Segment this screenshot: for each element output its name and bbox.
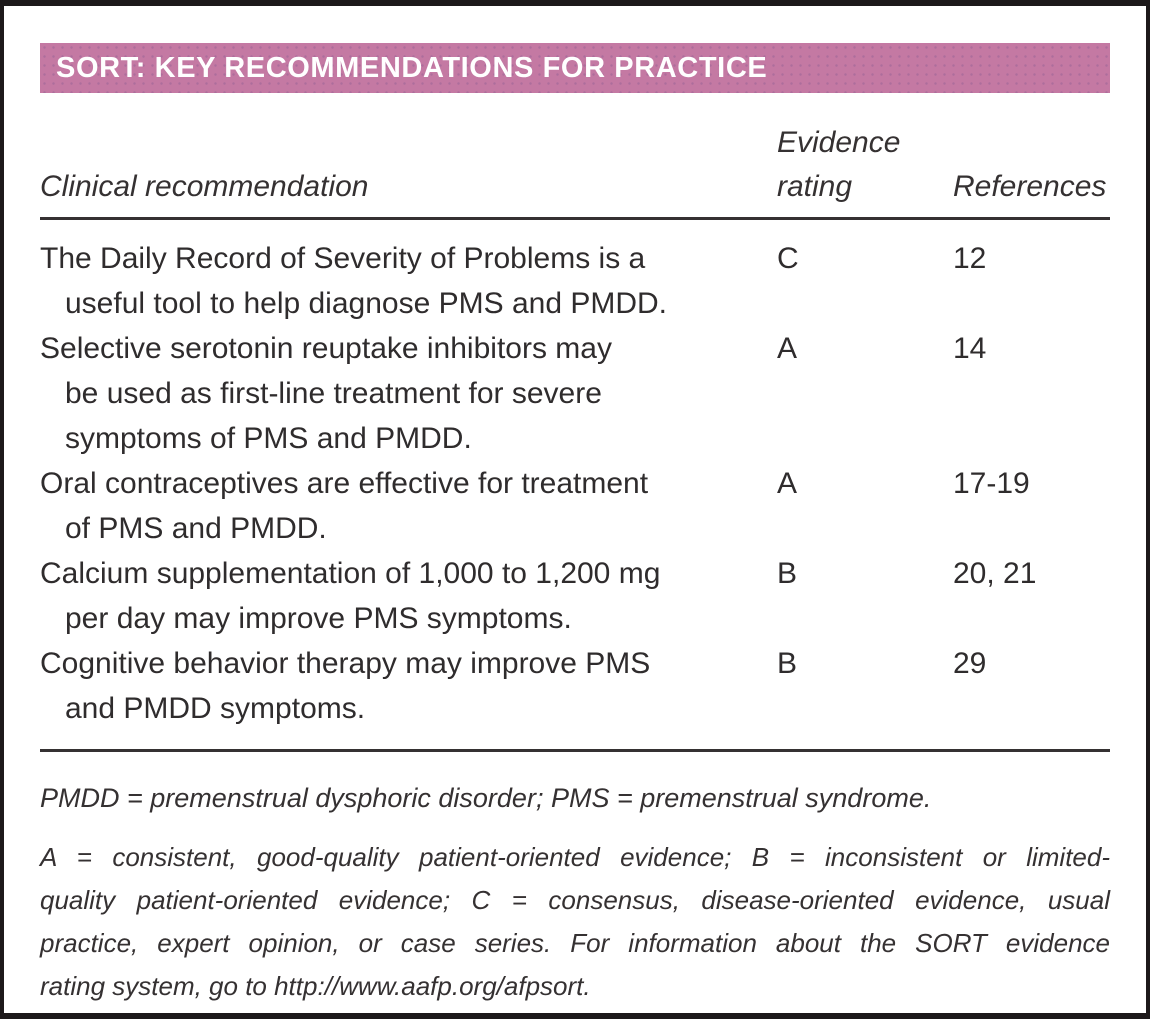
references-value: 20, 21 bbox=[953, 557, 1037, 590]
footnote-line: quality patient-oriented evidence; C = c… bbox=[40, 885, 1110, 915]
evidence-rating-value: A bbox=[777, 467, 798, 500]
references-value: 12 bbox=[953, 242, 987, 275]
column-header-evidence-rating: Evidence rating bbox=[777, 126, 901, 203]
column-header-clinical-recommendation: Clinical recommendation bbox=[40, 170, 369, 203]
recommendation-text: Calcium supplementation of 1,000 to 1,20… bbox=[40, 557, 661, 635]
footnote-line: practice, expert opinion, or case series… bbox=[40, 928, 1110, 958]
recommendation-text: Selective serotonin reuptake inhibitors … bbox=[40, 332, 612, 455]
table-body: The Daily Record of Severity of Problems… bbox=[40, 220, 1110, 752]
references-value: 14 bbox=[953, 332, 987, 365]
evidence-rating-value: C bbox=[777, 242, 799, 275]
evidence-rating-value: A bbox=[777, 332, 798, 365]
evidence-rating-value: B bbox=[777, 557, 798, 590]
evidence-rating-value: B bbox=[777, 647, 798, 680]
table-row: Cognitive behavior therapy may improve P… bbox=[40, 641, 1110, 731]
table-title-bar: SORT: KEY RECOMMENDATIONS FOR PRACTICE bbox=[40, 43, 1110, 93]
abbreviations-footnote: PMDD = premenstrual dysphoric disorder; … bbox=[40, 783, 932, 813]
table-header-row: Clinical recommendation Evidence rating … bbox=[40, 121, 1110, 220]
table-row: Oral contraceptives are effective for tr… bbox=[40, 461, 1110, 551]
recommendation-text: Cognitive behavior therapy may improve P… bbox=[40, 647, 651, 725]
references-value: 17-19 bbox=[953, 467, 1030, 500]
recommendation-text: The Daily Record of Severity of Problems… bbox=[40, 242, 668, 320]
table-row: Calcium supplementation of 1,000 to 1,20… bbox=[40, 551, 1110, 641]
evidence-rating-key-footnote: A = consistent, good-quality patient-ori… bbox=[40, 836, 1110, 1008]
table-row: The Daily Record of Severity of Problems… bbox=[40, 236, 1110, 326]
table-row: Selective serotonin reuptake inhibitors … bbox=[40, 326, 1110, 461]
recommendation-text: Oral contraceptives are effective for tr… bbox=[40, 467, 649, 545]
footnote-line-with-link: rating system, go to http://www.aafp.org… bbox=[40, 971, 591, 1001]
column-header-references: References bbox=[953, 170, 1107, 203]
table-title: SORT: KEY RECOMMENDATIONS FOR PRACTICE bbox=[56, 51, 768, 84]
table-content: Clinical recommendation Evidence rating … bbox=[40, 121, 1110, 1008]
references-value: 29 bbox=[953, 647, 987, 680]
footnote-line: A = consistent, good-quality patient-ori… bbox=[40, 842, 1110, 872]
